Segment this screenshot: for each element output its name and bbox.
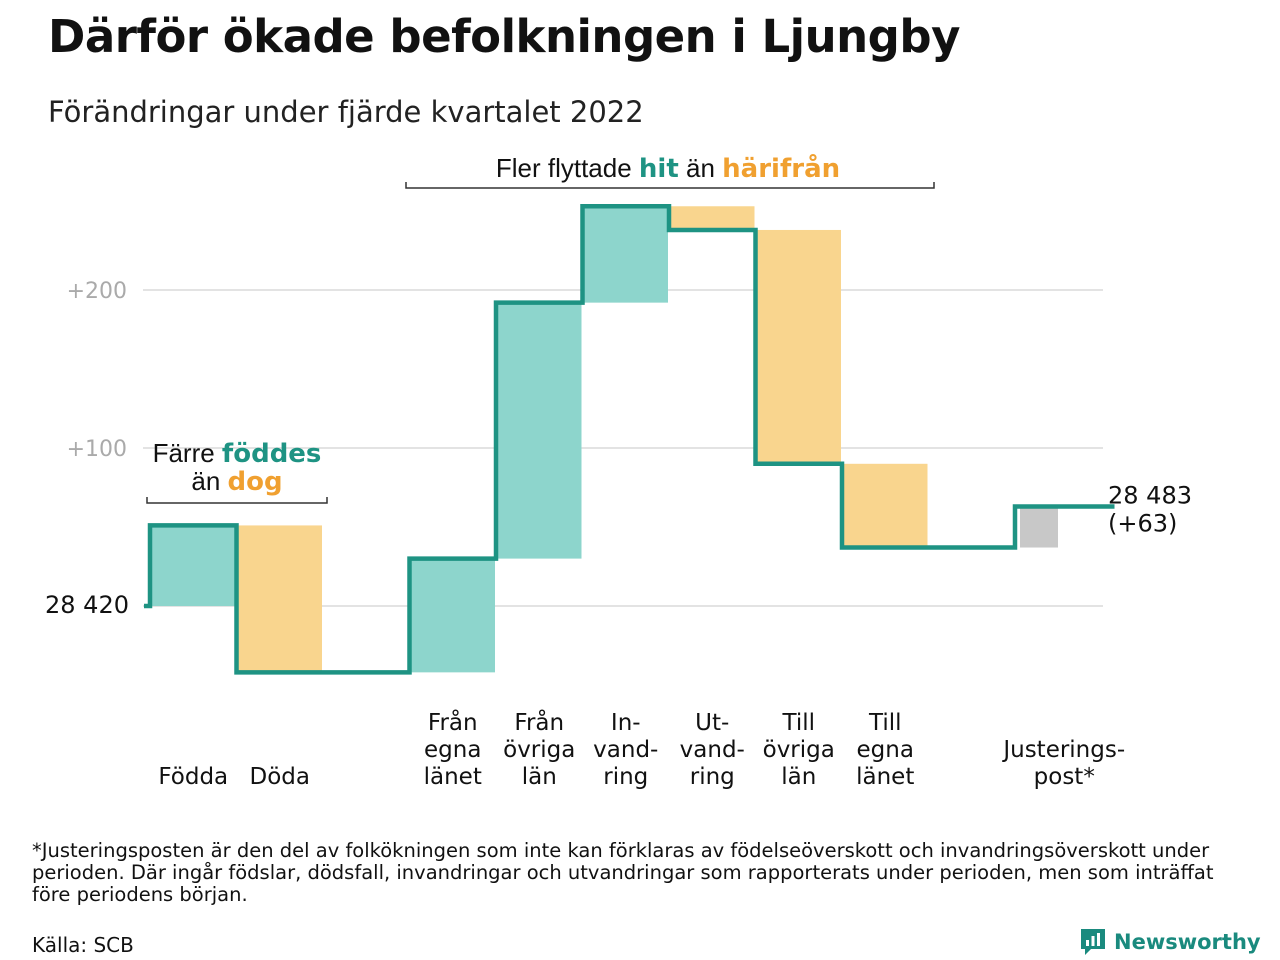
annotation-away-text: dog <box>228 467 283 497</box>
bar-increase <box>583 206 668 303</box>
start-value-label: 28 420 <box>45 591 129 619</box>
end-value-label: 28 483 <box>1108 481 1192 509</box>
x-axis-label: övriga <box>763 737 835 763</box>
annotation-text: Färre <box>153 438 222 468</box>
brand-name: Newsworthy <box>1114 930 1261 954</box>
annotation-hit-text: hit <box>639 154 679 184</box>
x-axis-label: länet <box>856 764 914 790</box>
x-axis-label: post* <box>1034 764 1095 790</box>
annotation-away-text: härifrån <box>722 152 840 184</box>
end-change-label: (+63) <box>1108 509 1177 537</box>
y-tick-label: +200 <box>67 279 127 304</box>
source-label: Källa: SCB <box>32 933 134 957</box>
x-axis-label: län <box>781 764 816 790</box>
chart-subtitle: Förändringar under fjärde kvartalet 2022 <box>48 95 644 129</box>
migration-annotation: Fler flyttade hit än härifrån <box>496 152 840 184</box>
x-axis-label: länet <box>424 764 482 790</box>
annotation-hit-text: föddes <box>222 439 322 469</box>
x-axis-label: Födda <box>158 764 228 790</box>
x-axis-label: ring <box>603 764 648 790</box>
x-axis-label: län <box>522 764 557 790</box>
x-axis-label: Till <box>781 710 815 736</box>
x-axis-label: vand- <box>593 737 658 763</box>
migration-bracket <box>405 182 935 189</box>
x-axis-label: Från <box>514 708 564 736</box>
brand-logo: Newsworthy <box>1080 928 1261 956</box>
births-annotation-line1: Färre föddes <box>153 438 322 469</box>
bar-increase <box>151 525 236 606</box>
x-axis-label: Från <box>428 708 478 736</box>
x-axis-label: vand- <box>680 737 745 763</box>
bar-decrease <box>756 229 841 464</box>
cumulative-step-line <box>144 204 1115 675</box>
x-axis-label: övriga <box>503 737 575 763</box>
bar-increase <box>497 302 582 559</box>
births-annotation-line2: än dog <box>191 466 282 497</box>
bar-decrease <box>843 463 928 548</box>
x-axis-label: ring <box>690 764 735 790</box>
bar-increase <box>410 558 495 673</box>
x-axis-label: egna <box>857 737 914 763</box>
x-axis-label: egna <box>424 737 481 763</box>
bar-decrease <box>237 525 322 673</box>
annotation-text: än <box>191 466 227 496</box>
footnote: *Justeringsposten är den del av folkökni… <box>32 839 1214 906</box>
births-bracket <box>146 497 328 504</box>
x-axis-label: Justerings- <box>1001 737 1125 763</box>
annotation-text: än <box>679 153 722 183</box>
x-axis-label: Döda <box>250 764 310 790</box>
x-axis-label: In- <box>611 710 641 736</box>
y-tick-label: +100 <box>67 437 127 462</box>
x-axis-label: Till <box>868 710 902 736</box>
bar-decrease <box>670 206 755 230</box>
newsworthy-logo-icon <box>1081 929 1105 955</box>
chart-title: Därför ökade befolkningen i Ljungby <box>48 10 960 63</box>
bar-adjustment <box>1020 506 1058 548</box>
x-axis-label: Ut- <box>695 710 729 736</box>
annotation-text: Fler flyttade <box>496 153 639 183</box>
